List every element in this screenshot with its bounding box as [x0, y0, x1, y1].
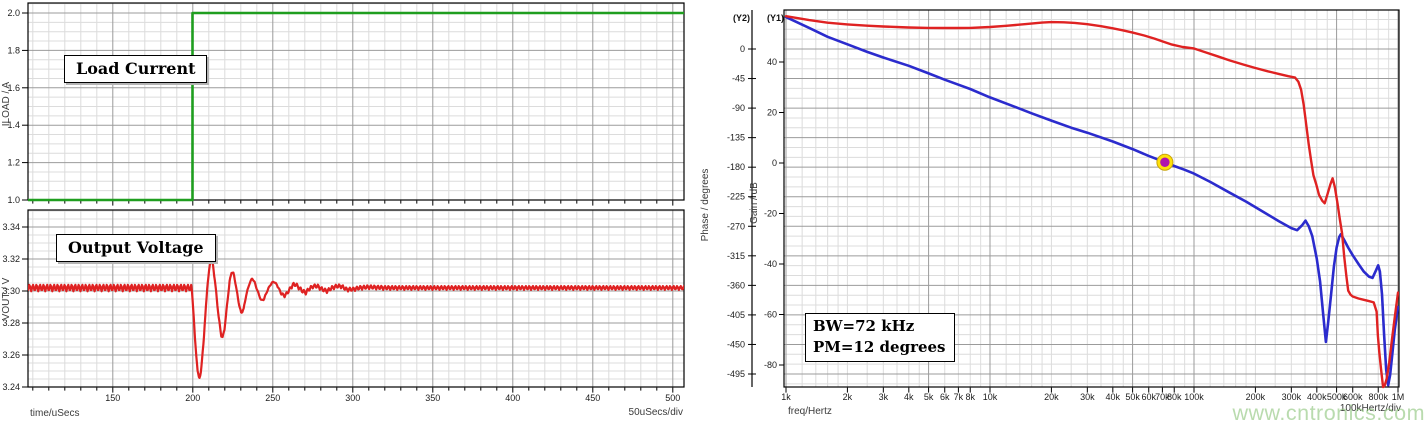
svg-text:3.26: 3.26 — [2, 350, 20, 360]
frames — [27, 2, 1400, 388]
svg-text:1.8: 1.8 — [7, 45, 20, 55]
svg-text:-80: -80 — [764, 360, 777, 370]
vout-trace — [28, 259, 684, 379]
svg-text:50k: 50k — [1125, 392, 1140, 402]
svg-text:600k: 600k — [1343, 392, 1363, 402]
svg-text:100k: 100k — [1184, 392, 1204, 402]
svg-text:500k: 500k — [1327, 392, 1347, 402]
svg-text:5k: 5k — [924, 392, 934, 402]
chart-geometry: 150 200 250 300 350 400 450 5002.01.81.61.41.21… — [2, 2, 1404, 403]
svg-text:20: 20 — [767, 108, 777, 118]
svg-text:8k: 8k — [965, 392, 975, 402]
svg-text:2k: 2k — [843, 392, 853, 402]
svg-text:60k: 60k — [1141, 392, 1156, 402]
y1-axis-header: (Y1) — [767, 13, 784, 23]
svg-text:800k: 800k — [1368, 392, 1388, 402]
svg-text:40k: 40k — [1106, 392, 1121, 402]
svg-text:300k: 300k — [1282, 392, 1302, 402]
svg-text:150: 150 — [105, 393, 120, 403]
iload-axis-label: ILOAD / A — [1, 81, 12, 126]
load-current-label-box: Load Current — [64, 55, 208, 83]
axis-ticks — [22, 12, 1399, 393]
svg-text:3.28: 3.28 — [2, 318, 20, 328]
svg-text:-450: -450 — [727, 339, 745, 349]
svg-text:450: 450 — [585, 393, 600, 403]
phase-axis-label: Phase / degrees — [700, 169, 711, 242]
svg-text:-20: -20 — [764, 209, 777, 219]
freq-axis-label: freq/Hertz — [788, 406, 832, 417]
bw-annotation-line: BW=72 kHz — [813, 317, 915, 335]
svg-text:-225: -225 — [727, 192, 745, 202]
svg-text:1M: 1M — [1392, 392, 1405, 402]
watermark: www.cntronics.com — [1232, 401, 1425, 425]
gain-trace — [784, 15, 1399, 387]
gain-axis-label: Gain / dB — [749, 182, 760, 224]
svg-text:-315: -315 — [727, 251, 745, 261]
svg-text:-405: -405 — [727, 310, 745, 320]
grid-major — [28, 3, 1399, 387]
svg-text:20k: 20k — [1044, 392, 1059, 402]
svg-text:400k: 400k — [1307, 392, 1327, 402]
svg-text:3.32: 3.32 — [2, 254, 20, 264]
svg-text:2.0: 2.0 — [7, 8, 20, 18]
crossover-marker — [1156, 153, 1174, 171]
svg-text:-40: -40 — [764, 259, 777, 269]
svg-text:80k: 80k — [1167, 392, 1182, 402]
svg-text:1.4: 1.4 — [7, 120, 20, 130]
svg-text:500: 500 — [665, 393, 680, 403]
svg-text:40: 40 — [767, 57, 777, 67]
svg-text:-495: -495 — [727, 369, 745, 379]
vout-axis-label: VOUT / V — [1, 277, 12, 320]
svg-text:-90: -90 — [732, 103, 745, 113]
svg-text:1k: 1k — [781, 392, 791, 402]
time-axis-label: time/uSecs — [30, 408, 79, 419]
svg-text:70k: 70k — [1155, 392, 1170, 402]
grid-minor — [28, 3, 1399, 387]
pm-annotation-line: PM=12 degrees — [813, 338, 946, 356]
y2-axis-header: (Y2) — [733, 13, 750, 23]
svg-text:0: 0 — [740, 44, 745, 54]
svg-text:0: 0 — [772, 158, 777, 168]
svg-text:6k: 6k — [940, 392, 950, 402]
svg-text:10k: 10k — [983, 392, 998, 402]
bw-pm-annotation-box: BW=72 kHz PM=12 degrees — [805, 313, 955, 362]
svg-text:350: 350 — [425, 393, 440, 403]
svg-text:1.6: 1.6 — [7, 83, 20, 93]
svg-text:-135: -135 — [727, 133, 745, 143]
svg-text:4k: 4k — [904, 392, 914, 402]
svg-text:250: 250 — [265, 393, 280, 403]
output-voltage-label-box: Output Voltage — [56, 234, 216, 262]
svg-text:400: 400 — [505, 393, 520, 403]
svg-text:1.0: 1.0 — [7, 195, 20, 205]
svg-text:3k: 3k — [879, 392, 889, 402]
iload-trace — [28, 11, 684, 202]
svg-text:1.2: 1.2 — [7, 158, 20, 168]
svg-text:200: 200 — [185, 393, 200, 403]
time-div-label: 50uSecs/div — [629, 407, 683, 418]
svg-text:300: 300 — [345, 393, 360, 403]
traces — [28, 11, 1399, 389]
tick-labels: 150 200 250 300 350 400 450 5002.01.81.61.41.21… — [2, 8, 1404, 403]
svg-text:200k: 200k — [1246, 392, 1266, 402]
svg-text:30k: 30k — [1080, 392, 1095, 402]
svg-text:-360: -360 — [727, 280, 745, 290]
svg-text:3.30: 3.30 — [2, 286, 20, 296]
svg-text:-270: -270 — [727, 221, 745, 231]
svg-text:3.24: 3.24 — [2, 382, 20, 392]
svg-text:-180: -180 — [727, 162, 745, 172]
svg-text:3.34: 3.34 — [2, 222, 20, 232]
svg-text:7k: 7k — [954, 392, 964, 402]
phase-trace — [784, 15, 1399, 389]
svg-text:-60: -60 — [764, 310, 777, 320]
freq-div-label: 100kHertz/div — [1340, 403, 1401, 414]
svg-text:-45: -45 — [732, 74, 745, 84]
